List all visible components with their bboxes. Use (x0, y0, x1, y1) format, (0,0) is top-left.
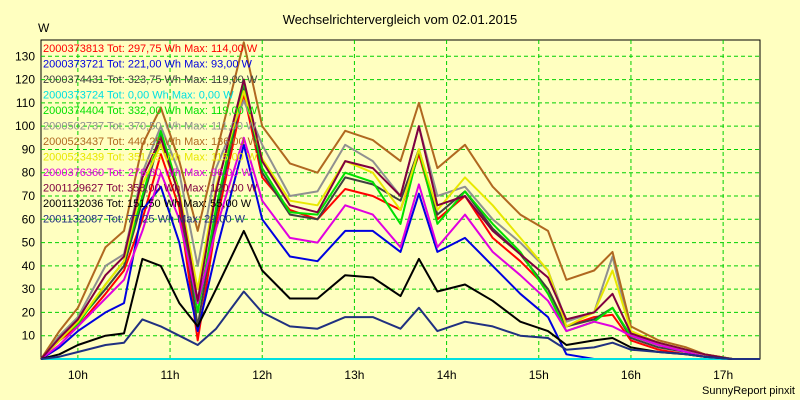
series-line-12 (40, 290, 760, 360)
footer-label: SunnyReport pinxit (702, 385, 795, 397)
y-tick-label: 20 (22, 305, 36, 319)
legend-entry: 2001132036 Tot: 151,50 Wh Max: 55,00 W (43, 198, 252, 210)
y-tick-label: 80 (22, 166, 36, 180)
x-tick-label: 13h (344, 368, 364, 382)
y-tick-label: 60 (22, 212, 36, 226)
legend-entry: 2001132087 Tot: 77,25 Wh Max: 29,00 W (43, 214, 246, 226)
legend: 2000373813 Tot: 297,75 Wh Max: 114,00 W 2… (43, 43, 259, 226)
y-tick-label: 40 (22, 259, 36, 273)
legend-entry: 2000374431 Tot: 323,75 Wh Max: 119,00 W (43, 74, 258, 86)
y-tick-label: 90 (22, 142, 36, 156)
legend-entry: 2000376360 Tot: 276,80 Wh Max: 96,00 W (43, 167, 253, 179)
legend-entry: 2000374404 Tot: 332,00 Wh Max: 119,00 W (43, 105, 258, 117)
legend-entry: 2000523437 Tot: 440,25 Wh Max: 136,00 W (43, 136, 259, 148)
axis-ticks: 10 20 30 40 50 60 70 80 90 100 110 120 130 10h 11h 12h 1… (15, 49, 733, 382)
series-line-5 (40, 80, 760, 360)
legend-entry: 2001129627 Tot: 358,00 Wh Max: 120,00 W (43, 183, 258, 195)
series-lines (40, 41, 760, 360)
x-tick-label: 11h (160, 368, 179, 382)
y-tick-label: 30 (22, 282, 36, 296)
y-tick-label: 70 (22, 189, 36, 203)
series-line-11 (40, 229, 760, 360)
series-line-8 (40, 90, 760, 360)
legend-entry: 2000373724 Tot: 0,00 Wh Max: 0,00 W (43, 90, 234, 102)
legend-entry: 2000502737 Tot: 370,50 Wh Max: 111,00 W (43, 121, 257, 133)
y-tick-label: 100 (15, 119, 35, 133)
y-axis-label: W (38, 21, 50, 35)
x-tick-label: 14h (437, 368, 457, 382)
series-line-10 (40, 78, 760, 360)
y-tick-label: 120 (15, 73, 35, 87)
x-tick-label: 17h (713, 368, 733, 382)
x-tick-label: 16h (621, 368, 641, 382)
legend-entry: 2000523439 Tot: 351,75 Wh Max: 115,00 W (43, 152, 258, 164)
y-tick-label: 130 (15, 49, 35, 63)
series-line-7 (40, 41, 760, 360)
y-tick-label: 50 (22, 236, 36, 250)
y-tick-label: 110 (16, 96, 35, 110)
x-tick-label: 15h (529, 368, 549, 382)
x-tick-label: 10h (68, 368, 88, 382)
series-line-9 (40, 136, 760, 360)
legend-entry: 2000373721 Tot: 221,00 Wh Max: 93,00 W (43, 59, 253, 71)
x-tick-label: 12h (252, 368, 272, 382)
chart-title: Wechselrichtervergleich vom 02.01.2015 (283, 12, 518, 27)
y-tick-label: 10 (22, 329, 36, 343)
legend-entry: 2000373813 Tot: 297,75 Wh Max: 114,00 W (43, 43, 258, 55)
